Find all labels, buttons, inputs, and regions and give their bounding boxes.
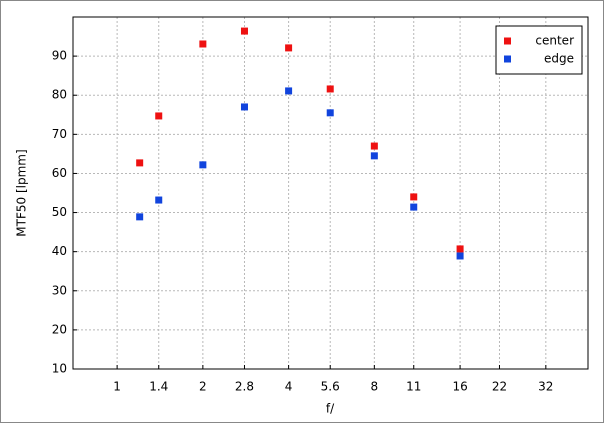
- point: [136, 159, 144, 167]
- x-tick-label: 16: [452, 380, 467, 394]
- y-tick-label: 70: [52, 127, 67, 141]
- legend-label: center: [535, 34, 574, 48]
- x-tick-label: 1.4: [149, 380, 168, 394]
- point: [326, 109, 334, 117]
- x-tick-label: 5.6: [321, 380, 340, 394]
- point: [456, 252, 464, 260]
- point: [240, 27, 248, 35]
- legend-label: edge: [544, 52, 574, 66]
- point: [155, 112, 163, 120]
- plot-border: [72, 16, 589, 370]
- y-tick-label: 60: [52, 166, 67, 180]
- x-tick-label: 1: [113, 380, 121, 394]
- point: [456, 245, 464, 253]
- point: [199, 40, 207, 48]
- y-tick-label: 40: [52, 244, 67, 258]
- x-axis-label: f/: [326, 402, 335, 416]
- x-tick-label: 2.8: [235, 380, 254, 394]
- x-tick-label: 11: [406, 380, 421, 394]
- point: [240, 103, 248, 111]
- legend-box: [495, 25, 583, 75]
- legend-marker: [504, 37, 511, 45]
- x-tick-label: 8: [371, 380, 379, 394]
- y-tick-label: 50: [52, 205, 67, 219]
- x-tick-label: 4: [285, 380, 293, 394]
- y-tick-label: 80: [52, 88, 67, 102]
- y-axis-label: MTF50 [lpmm]: [15, 149, 29, 236]
- point: [199, 161, 207, 169]
- point: [285, 87, 293, 95]
- point: [155, 196, 163, 204]
- legend-marker: [504, 55, 511, 63]
- x-tick-label: 2: [199, 380, 207, 394]
- point: [410, 193, 418, 201]
- x-tick-label: 32: [538, 380, 553, 394]
- y-tick-label: 90: [52, 49, 67, 63]
- point: [285, 44, 293, 52]
- y-tick-label: 10: [52, 362, 67, 376]
- y-tick-label: 20: [52, 322, 67, 336]
- point: [326, 85, 334, 93]
- point: [370, 152, 378, 160]
- x-tick-label: 22: [492, 380, 507, 394]
- point: [370, 142, 378, 150]
- y-tick-label: 30: [52, 283, 67, 297]
- point: [136, 213, 144, 221]
- point: [410, 203, 418, 211]
